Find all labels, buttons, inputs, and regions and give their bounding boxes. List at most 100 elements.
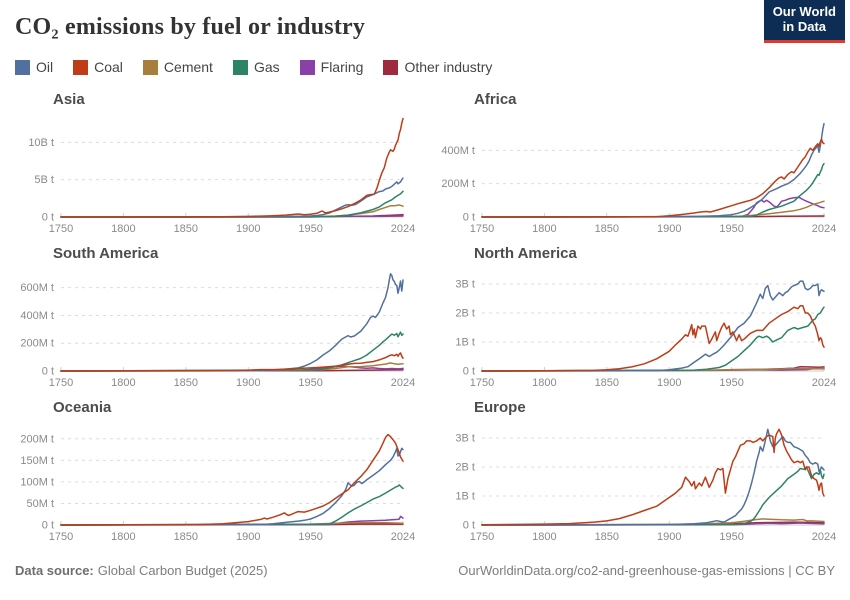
svg-text:1900: 1900	[236, 377, 260, 389]
svg-text:1950: 1950	[298, 531, 322, 543]
svg-text:1850: 1850	[174, 377, 198, 389]
svg-text:150M t: 150M t	[20, 455, 54, 467]
svg-text:1950: 1950	[719, 223, 743, 235]
svg-text:1850: 1850	[174, 531, 198, 543]
page-title: CO₂ emissions by fuel or industry	[15, 14, 366, 40]
legend-swatch-other-industry	[383, 59, 399, 75]
chart-plot-asia[interactable]: 0 t 5B t 10B t 1750 1800 1850 1900 1950 2024	[15, 111, 415, 235]
svg-text:1900: 1900	[657, 377, 681, 389]
svg-text:1800: 1800	[111, 223, 135, 235]
svg-text:1750: 1750	[470, 377, 494, 389]
legend-label-gas: Gas	[253, 59, 280, 75]
svg-text:2024: 2024	[391, 377, 415, 389]
svg-text:0 t: 0 t	[463, 366, 475, 378]
footer-link[interactable]: OurWorldinData.org/co2-and-greenhouse-ga…	[458, 563, 835, 578]
legend-swatch-gas	[232, 59, 248, 75]
chart-north-america: North America 0 t 1B t 2B t 3B t 1750 1800 185…	[436, 245, 836, 389]
svg-text:2024: 2024	[391, 223, 415, 235]
legend-swatch-cement	[142, 59, 158, 75]
legend-label-coal: Coal	[94, 59, 123, 75]
svg-text:2B t: 2B t	[455, 308, 475, 320]
svg-text:10B t: 10B t	[28, 137, 54, 149]
svg-text:1950: 1950	[298, 223, 322, 235]
svg-text:200M t: 200M t	[20, 433, 54, 445]
owid-logo-line2: in Data	[782, 19, 827, 35]
legend-label-oil: Oil	[36, 59, 54, 75]
svg-text:1800: 1800	[532, 531, 556, 543]
chart-title-asia: Asia	[53, 91, 85, 108]
svg-text:1900: 1900	[657, 223, 681, 235]
chart-title-north-america: North America	[474, 245, 577, 262]
svg-text:1900: 1900	[236, 531, 260, 543]
svg-text:2B t: 2B t	[455, 462, 475, 474]
svg-text:1900: 1900	[236, 223, 260, 235]
svg-text:200M t: 200M t	[20, 338, 54, 350]
legend-swatch-coal	[73, 59, 89, 75]
owid-logo-accent-bar	[763, 39, 845, 43]
svg-text:0 t: 0 t	[463, 212, 475, 224]
svg-text:2024: 2024	[391, 531, 415, 543]
legend-item-oil[interactable]: Oil	[15, 59, 53, 75]
svg-text:1800: 1800	[532, 223, 556, 235]
chart-plot-oceania[interactable]: 0 t 50M t 100M t 150M t 200M t 1750 1800 1850 19…	[15, 419, 415, 543]
svg-text:1B t: 1B t	[455, 337, 475, 349]
legend-swatch-oil	[15, 59, 30, 75]
chart-title-africa: Africa	[474, 91, 517, 108]
svg-text:3B t: 3B t	[455, 279, 475, 291]
chart-title-oceania: Oceania	[53, 399, 112, 416]
svg-text:0 t: 0 t	[42, 212, 54, 224]
legend-item-flaring[interactable]: Flaring	[299, 59, 364, 75]
svg-text:1850: 1850	[595, 377, 619, 389]
owid-logo-line1: Our World	[772, 4, 836, 19]
svg-text:400M t: 400M t	[20, 310, 54, 322]
chart-africa: Africa 0 t 200M t 400M t 1750 1800 1850 1900 19…	[436, 91, 836, 235]
svg-text:1800: 1800	[111, 377, 135, 389]
svg-text:1750: 1750	[49, 531, 73, 543]
svg-text:1950: 1950	[298, 377, 322, 389]
svg-text:1B t: 1B t	[455, 491, 475, 503]
svg-text:1950: 1950	[719, 377, 743, 389]
legend-label-flaring: Flaring	[320, 59, 364, 75]
chart-header: CO₂ emissions by fuel or industry Our Wo…	[15, 0, 845, 75]
svg-text:2024: 2024	[812, 531, 836, 543]
svg-text:1800: 1800	[532, 377, 556, 389]
svg-text:50M t: 50M t	[26, 498, 54, 510]
legend-swatch-flaring	[299, 59, 315, 75]
svg-text:600M t: 600M t	[20, 282, 54, 294]
legend-label-other-industry: Other industry	[404, 59, 493, 75]
chart-plot-south-america[interactable]: 0 t 200M t 400M t 600M t 1750 1800 1850 1900 195…	[15, 265, 415, 389]
svg-text:1850: 1850	[595, 223, 619, 235]
chart-plot-europe[interactable]: 0 t 1B t 2B t 3B t 1750 1800 1850 1900 1950 2024	[436, 419, 836, 543]
svg-text:400M t: 400M t	[441, 145, 475, 157]
svg-text:200M t: 200M t	[441, 178, 475, 190]
svg-text:1750: 1750	[49, 377, 73, 389]
chart-plot-north-america[interactable]: 0 t 1B t 2B t 3B t 1750 1800 1850 1900 1950 2024	[436, 265, 836, 389]
chart-oceania: Oceania 0 t 50M t 100M t 150M t 200M t 1750 18…	[15, 399, 415, 543]
svg-text:1900: 1900	[657, 531, 681, 543]
svg-text:3B t: 3B t	[455, 433, 475, 445]
svg-text:1850: 1850	[595, 531, 619, 543]
data-source-label: Data source:	[15, 563, 94, 578]
svg-text:100M t: 100M t	[20, 476, 54, 488]
data-source-value: Global Carbon Budget (2025)	[97, 563, 268, 578]
data-source: Data source: Global Carbon Budget (2025)	[15, 563, 268, 578]
svg-text:1800: 1800	[111, 531, 135, 543]
svg-text:1750: 1750	[470, 531, 494, 543]
legend-label-cement: Cement	[163, 59, 213, 75]
svg-text:1750: 1750	[49, 223, 73, 235]
svg-text:1950: 1950	[719, 531, 743, 543]
svg-text:2024: 2024	[812, 377, 836, 389]
chart-europe: Europe 0 t 1B t 2B t 3B t 1750 1800 1850 1900 19…	[436, 399, 836, 543]
legend-item-other-industry[interactable]: Other industry	[383, 59, 492, 75]
legend-item-gas[interactable]: Gas	[232, 59, 280, 75]
owid-chart-page: CO₂ emissions by fuel or industry Our Wo…	[15, 0, 845, 578]
legend: Oil Coal Cement Gas Flaring Other indust…	[15, 59, 835, 75]
legend-item-cement[interactable]: Cement	[142, 59, 213, 75]
svg-text:5B t: 5B t	[34, 174, 54, 186]
owid-logo[interactable]: Our World in Data	[763, 0, 845, 43]
svg-text:1850: 1850	[174, 223, 198, 235]
legend-item-coal[interactable]: Coal	[73, 59, 123, 75]
chart-title-south-america: South America	[53, 245, 159, 262]
svg-text:0 t: 0 t	[463, 520, 475, 532]
chart-plot-africa[interactable]: 0 t 200M t 400M t 1750 1800 1850 1900 1950 2024	[436, 111, 836, 235]
